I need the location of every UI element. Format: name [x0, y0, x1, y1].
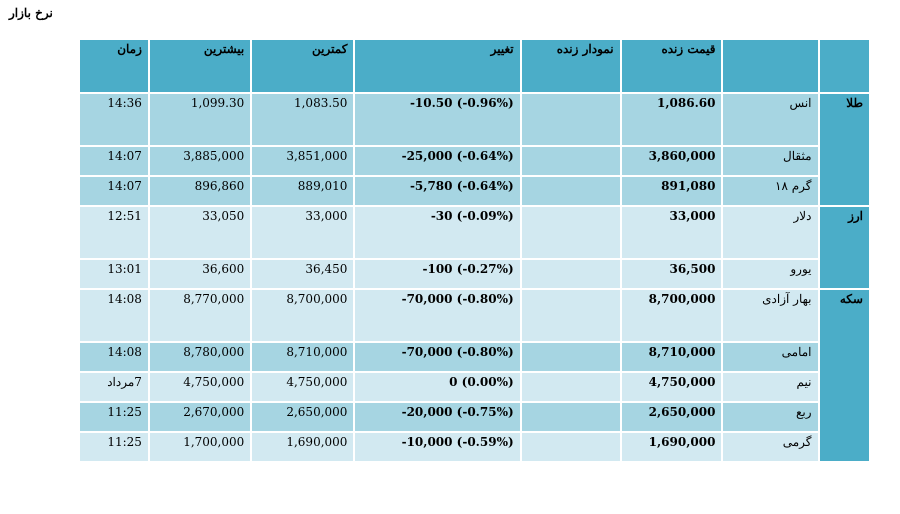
- highest-value: 3,885,000: [149, 147, 251, 175]
- header-change: تغییر: [355, 40, 520, 92]
- live-price: 4,750,000: [621, 373, 722, 401]
- live-price: 2,650,000: [621, 403, 722, 431]
- live-price: 33,000: [621, 207, 722, 258]
- change-value: -10.50 (-0.96%): [355, 94, 520, 145]
- live-price: 1,690,000: [621, 433, 722, 461]
- table-row: ارز دلار 33,000 -30 (-0.09%) 33,000 33,0…: [80, 207, 869, 288]
- lowest-value: 8,710,000: [252, 343, 354, 371]
- live-price: 3,860,000: [621, 147, 722, 175]
- lowest-value: 889,010: [252, 177, 354, 205]
- update-time: 12:51: [80, 207, 148, 258]
- highest-value: 36,600: [149, 260, 251, 288]
- item-name: گرمی: [723, 433, 818, 461]
- item-name: بهار آزادی: [723, 290, 818, 341]
- highest-value: 8,780,000: [149, 343, 251, 371]
- update-time: 14:07: [80, 177, 148, 205]
- item-name: ربع: [723, 403, 818, 431]
- highest-value: 1,099.30: [149, 94, 251, 145]
- lowest-value: 1,690,000: [252, 433, 354, 461]
- update-time: 14:08: [80, 343, 148, 371]
- live-chart-cell: [521, 260, 620, 288]
- table-row: گرمی 1,690,000 -10,000 (-0.59%) 1,690,00…: [80, 433, 869, 461]
- highest-value: 33,050: [149, 207, 251, 258]
- live-chart-cell: [521, 373, 620, 401]
- table-row: گرم ۱۸ 891,080 -5,780 (-0.64%) 889,010 8…: [80, 177, 869, 205]
- item-name: نیم: [723, 373, 818, 401]
- table-row: یورو 36,500 -100 (-0.27%) 36,450 36,600 …: [80, 260, 869, 288]
- lowest-value: 2,650,000: [252, 403, 354, 431]
- group-label-coin: سکه: [819, 290, 869, 461]
- live-price: 36,500: [621, 260, 722, 288]
- header-highest: بیشترین: [149, 40, 251, 92]
- update-time: 14:08: [80, 290, 148, 341]
- header-group: [819, 40, 869, 92]
- group-label-currency: ارز: [819, 207, 869, 288]
- header-live-chart: نمودار زنده: [521, 40, 620, 92]
- table-row: ربع 2,650,000 -20,000 (-0.75%) 2,650,000…: [80, 403, 869, 431]
- lowest-value: 1,083.50: [252, 94, 354, 145]
- header-lowest: کمترین: [252, 40, 354, 92]
- live-chart-cell: [521, 343, 620, 371]
- live-chart-cell: [521, 207, 620, 258]
- highest-value: 2,670,000: [149, 403, 251, 431]
- change-value: -10,000 (-0.59%): [355, 433, 520, 461]
- item-name: مثقال: [723, 147, 818, 175]
- table-row: امامی 8,710,000 -70,000 (-0.80%) 8,710,0…: [80, 343, 869, 371]
- highest-value: 4,750,000: [149, 373, 251, 401]
- market-rates-table: قیمت زنده نمودار زنده تغییر کمترین بیشتر…: [78, 38, 871, 463]
- change-value: -70,000 (-0.80%): [355, 343, 520, 371]
- live-chart-cell: [521, 433, 620, 461]
- change-value: -5,780 (-0.64%): [355, 177, 520, 205]
- header-item: [723, 40, 818, 92]
- update-time: 14:36: [80, 94, 148, 145]
- update-time: 14:07: [80, 147, 148, 175]
- header-live-price: قیمت زنده: [621, 40, 722, 92]
- lowest-value: 36,450: [252, 260, 354, 288]
- group-label-gold: طلا: [819, 94, 869, 205]
- live-price: 1,086.60: [621, 94, 722, 145]
- highest-value: 896,860: [149, 177, 251, 205]
- header-time: زمان: [80, 40, 148, 92]
- change-value: -20,000 (-0.75%): [355, 403, 520, 431]
- lowest-value: 8,700,000: [252, 290, 354, 341]
- table-row: سکه بهار آزادی 8,700,000 -70,000 (-0.80%…: [80, 290, 869, 461]
- highest-value: 8,770,000: [149, 290, 251, 341]
- live-chart-cell: [521, 147, 620, 175]
- highest-value: 1,700,000: [149, 433, 251, 461]
- page-title: نرخ بازار: [9, 6, 53, 20]
- live-price: 8,710,000: [621, 343, 722, 371]
- lowest-value: 3,851,000: [252, 147, 354, 175]
- item-name: یورو: [723, 260, 818, 288]
- live-chart-cell: [521, 290, 620, 341]
- live-price: 8,700,000: [621, 290, 722, 341]
- table-row: طلا انس 1,086.60 -10.50 (-0.96%) 1,083.5…: [80, 94, 869, 205]
- header-row: قیمت زنده نمودار زنده تغییر کمترین بیشتر…: [80, 40, 869, 92]
- update-time: 13:01: [80, 260, 148, 288]
- lowest-value: 4,750,000: [252, 373, 354, 401]
- item-name: گرم ۱۸: [723, 177, 818, 205]
- item-name: امامی: [723, 343, 818, 371]
- change-value: -100 (-0.27%): [355, 260, 520, 288]
- change-value: 0 (0.00%): [355, 373, 520, 401]
- table-row: نیم 4,750,000 0 (0.00%) 4,750,000 4,750,…: [80, 373, 869, 401]
- item-name: انس: [723, 94, 818, 145]
- live-chart-cell: [521, 94, 620, 145]
- update-time: 11:25: [80, 433, 148, 461]
- change-value: -70,000 (-0.80%): [355, 290, 520, 341]
- update-time: 7مرداد: [80, 373, 148, 401]
- table-row: مثقال 3,860,000 -25,000 (-0.64%) 3,851,0…: [80, 147, 869, 175]
- change-value: -25,000 (-0.64%): [355, 147, 520, 175]
- live-chart-cell: [521, 403, 620, 431]
- item-name: دلار: [723, 207, 818, 258]
- lowest-value: 33,000: [252, 207, 354, 258]
- live-price: 891,080: [621, 177, 722, 205]
- update-time: 11:25: [80, 403, 148, 431]
- change-value: -30 (-0.09%): [355, 207, 520, 258]
- live-chart-cell: [521, 177, 620, 205]
